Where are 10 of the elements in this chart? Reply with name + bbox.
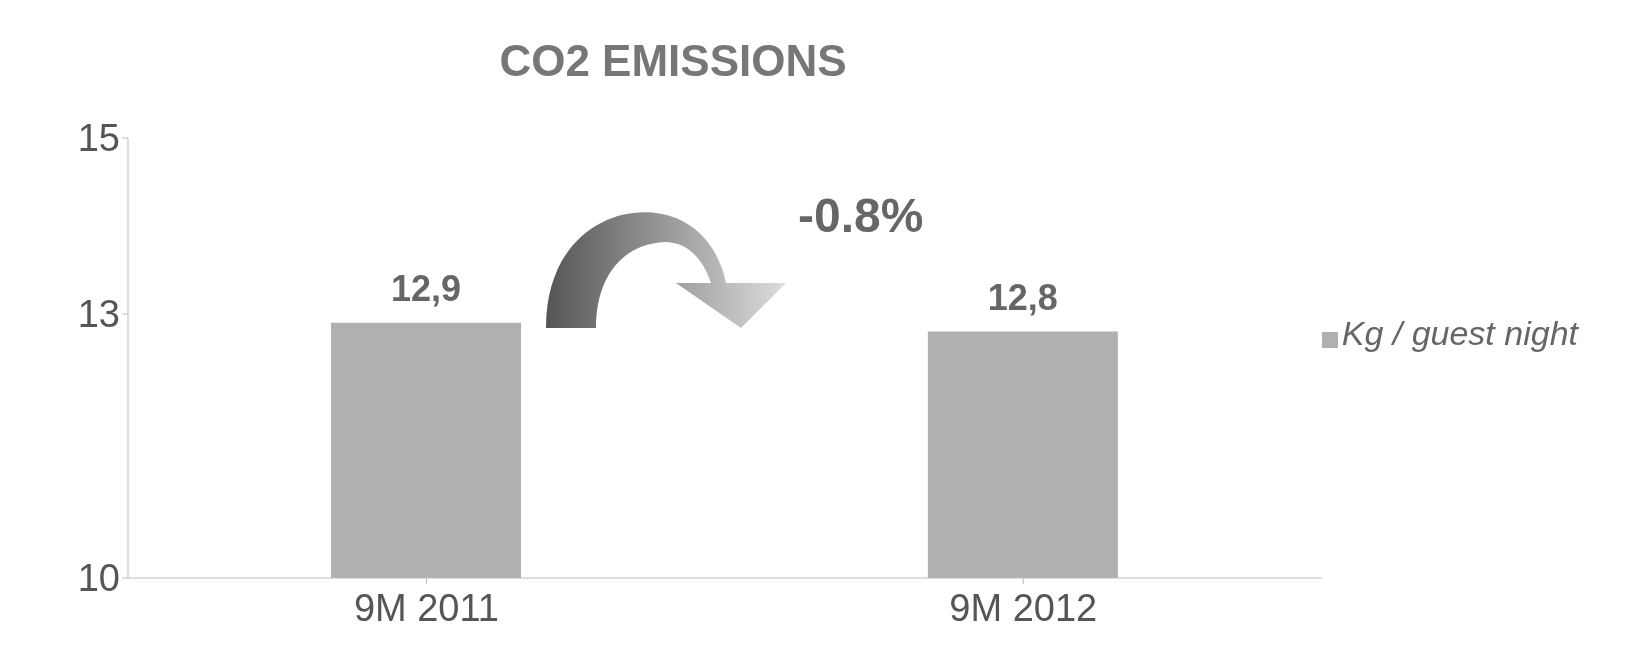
data-label: 12,9 xyxy=(390,267,462,309)
data-label: 12,8 xyxy=(987,276,1058,318)
y-tick-label: 15 xyxy=(77,117,120,160)
annotation: -0.8% xyxy=(798,188,924,243)
y-tick-label: 13 xyxy=(77,293,120,336)
chart-title: CO2 EMISSIONS xyxy=(498,36,848,86)
y-tick-label: 10 xyxy=(77,557,120,600)
x-tick-label: 9M 2012 xyxy=(949,586,1098,629)
legend-label: Kg / guest night xyxy=(1341,313,1578,352)
x-tick-label: 9M 2011 xyxy=(353,586,499,629)
